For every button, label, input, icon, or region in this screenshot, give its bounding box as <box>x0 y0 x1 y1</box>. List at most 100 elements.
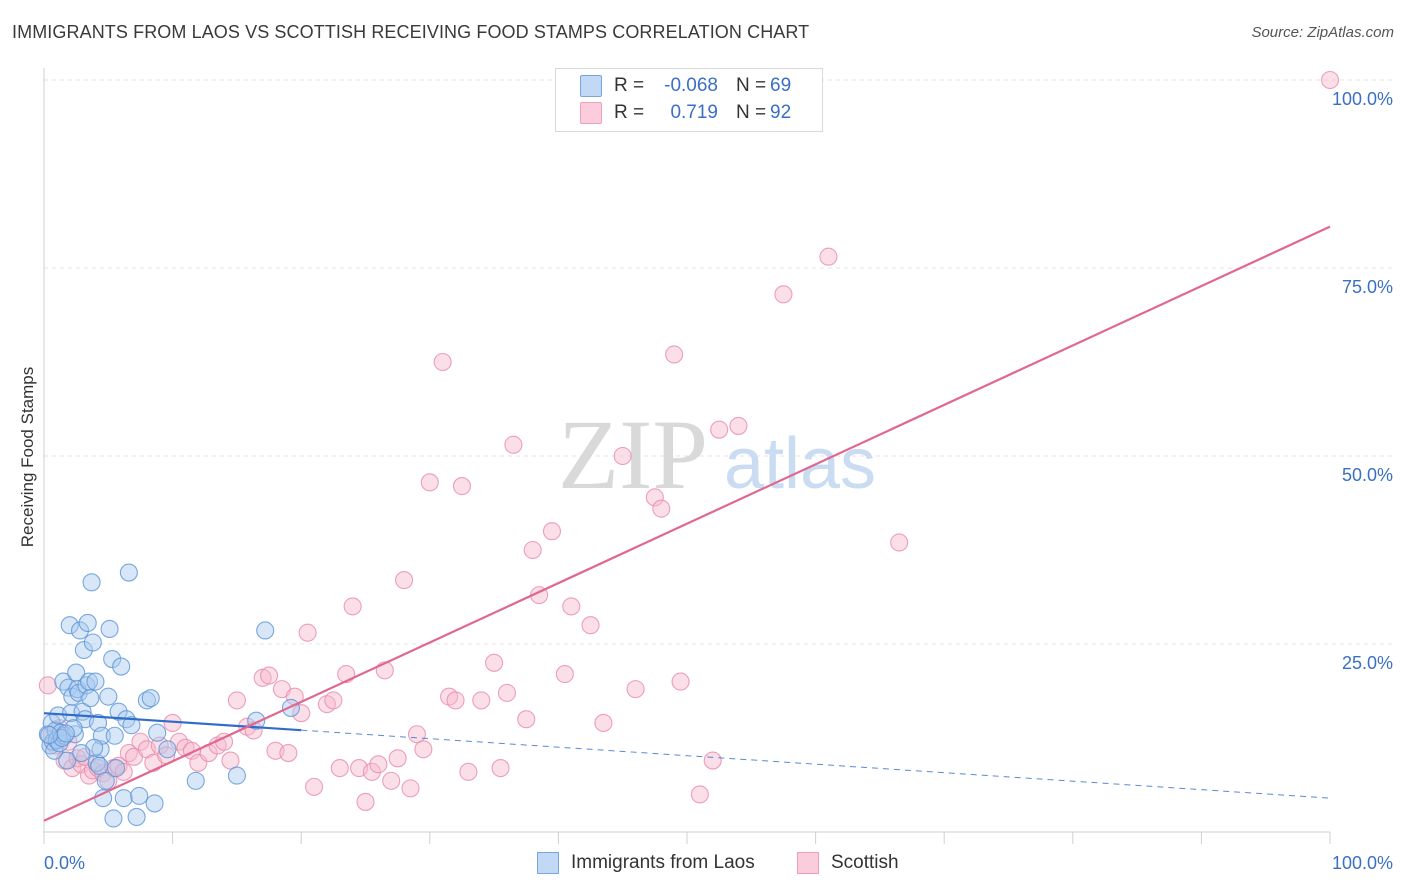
data-point <box>103 649 122 669</box>
series-legend-laos[interactable]: Immigrants from Laos <box>537 852 755 874</box>
data-point <box>54 672 73 691</box>
data-point <box>305 777 324 796</box>
data-point <box>459 762 478 781</box>
data-point <box>90 756 109 775</box>
legend-r-label: R = <box>614 75 645 96</box>
data-point <box>729 416 748 435</box>
data-point <box>671 672 690 691</box>
series-label-scottish: Scottish <box>831 852 899 873</box>
series-swatch-laos <box>537 852 559 874</box>
data-point <box>105 726 124 745</box>
data-point <box>186 771 205 790</box>
legend-r-label: R = <box>614 102 645 123</box>
data-point <box>581 616 600 635</box>
legend-swatch-scottish <box>580 102 602 124</box>
data-point <box>130 786 149 805</box>
data-point <box>221 751 240 770</box>
data-point <box>109 702 128 721</box>
data-point <box>407 725 426 744</box>
data-point <box>281 698 300 717</box>
data-point <box>362 762 381 781</box>
data-point <box>112 657 131 676</box>
data-point <box>227 691 246 710</box>
data-point <box>388 749 407 768</box>
data-point <box>703 751 722 770</box>
data-point <box>70 621 90 640</box>
legend-row-laos: R = -0.068 N = 69 <box>580 74 791 98</box>
data-point <box>774 285 793 304</box>
trend-line-laos <box>43 712 302 732</box>
trend-line-laos-extension <box>301 729 1331 799</box>
data-point <box>91 740 110 759</box>
trend-lines <box>43 225 1331 822</box>
legend-swatch-laos <box>580 75 602 97</box>
data-point <box>298 623 317 642</box>
data-point <box>472 691 491 710</box>
y-tick-label: 25.0% <box>1342 653 1393 673</box>
data-point <box>60 616 79 635</box>
data-point <box>83 633 102 652</box>
data-point <box>594 713 613 733</box>
data-point <box>497 683 517 702</box>
data-point <box>82 573 101 592</box>
y-tick-label: 75.0% <box>1342 277 1393 297</box>
data-point <box>279 743 298 763</box>
x-tick-label: 100.0% <box>1332 853 1393 873</box>
series-swatch-scottish <box>797 852 819 874</box>
source-label: Source: ZipAtlas.com <box>1251 24 1394 41</box>
data-point <box>96 771 115 790</box>
data-point <box>104 809 123 828</box>
data-point <box>141 689 160 708</box>
y-axis-label: Receiving Food Stamps <box>18 367 37 547</box>
watermark-atlas: atlas <box>724 424 876 504</box>
data-point <box>652 499 671 518</box>
legend-n-label: N = <box>736 75 767 96</box>
data-point <box>227 766 246 785</box>
axes <box>43 68 1331 844</box>
correlation-legend: R = -0.068 N = 69 R = 0.719 N = 92 <box>555 68 823 132</box>
data-point <box>523 540 542 560</box>
data-point <box>292 704 311 723</box>
data-point <box>324 691 343 710</box>
data-point <box>542 522 562 541</box>
legend-row-scottish: R = 0.719 N = 92 <box>580 101 791 125</box>
series-label-laos: Immigrants from Laos <box>571 852 755 873</box>
data-point <box>401 779 420 798</box>
data-point <box>452 477 472 496</box>
data-point <box>109 756 128 775</box>
data-point <box>626 680 645 699</box>
data-point <box>40 725 59 745</box>
data-point <box>38 676 57 695</box>
data-point <box>59 678 78 697</box>
data-point <box>148 723 167 742</box>
watermark: ZIP atlas <box>558 399 876 510</box>
data-point <box>613 446 632 466</box>
data-point <box>356 792 375 811</box>
data-point <box>382 771 401 790</box>
laos-points <box>38 563 300 828</box>
data-point <box>446 691 465 710</box>
series-legend-scottish[interactable]: Scottish <box>797 852 899 874</box>
data-point <box>504 435 523 454</box>
data-point <box>710 420 729 439</box>
grid-lines <box>44 79 1395 645</box>
watermark-zip: ZIP <box>558 399 708 510</box>
data-point <box>56 724 75 743</box>
trend-line-scottish <box>43 225 1331 822</box>
data-point <box>395 571 414 590</box>
y-tick-label: 100.0% <box>1332 89 1393 109</box>
y-tick-label: 50.0% <box>1342 465 1393 485</box>
data-point <box>420 473 439 492</box>
data-point <box>562 597 581 616</box>
data-point <box>69 683 88 702</box>
legend-n-value-laos: 69 <box>770 75 792 96</box>
data-point <box>72 743 91 763</box>
legend-r-value-scottish: 0.719 <box>670 102 718 123</box>
data-point <box>86 672 105 691</box>
data-point <box>555 665 574 684</box>
data-point <box>819 247 838 266</box>
data-point <box>78 613 97 632</box>
data-point <box>1320 70 1340 90</box>
chart-title: IMMIGRANTS FROM LAOS VS SCOTTISH RECEIVI… <box>12 22 810 42</box>
